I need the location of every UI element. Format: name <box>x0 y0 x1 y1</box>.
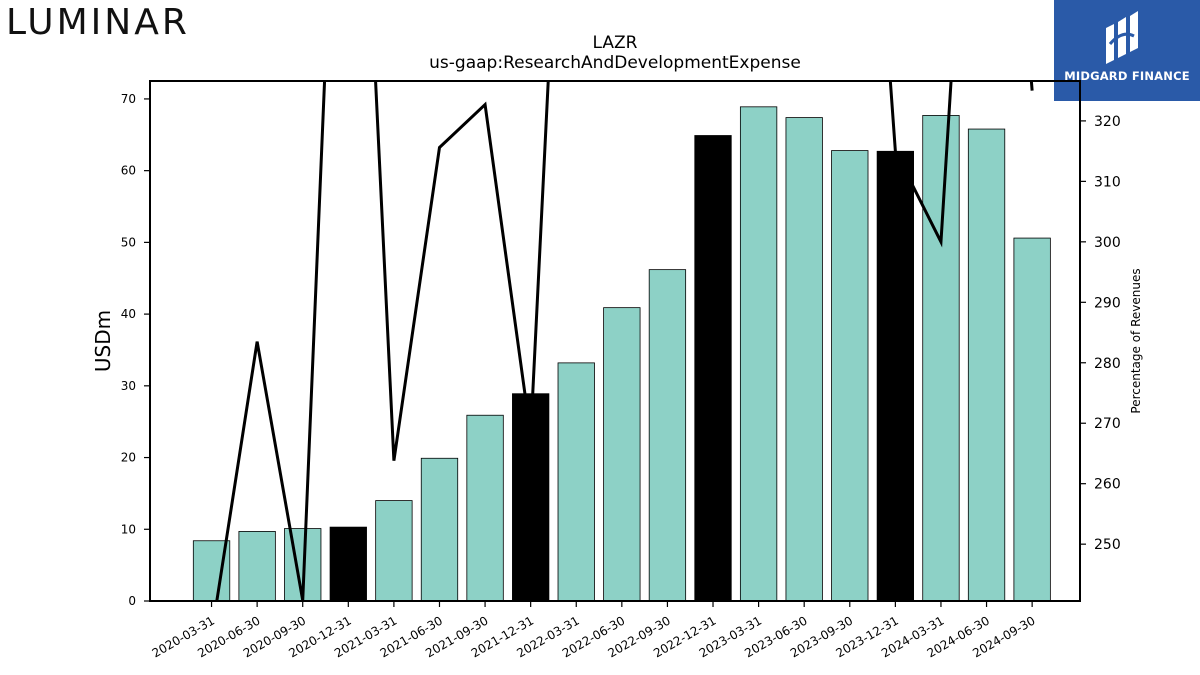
bar <box>375 500 413 602</box>
y-tick-label: 30 <box>121 379 136 393</box>
midgard-logo-text: MIDGARD FINANCE <box>1064 69 1190 83</box>
chart-subtitle: us-gaap:ResearchAndDevelopmentExpense <box>429 53 801 73</box>
bar <box>785 117 823 602</box>
bar <box>466 414 504 602</box>
y2-tick-label: 300 <box>1094 235 1121 251</box>
bar <box>739 106 778 602</box>
y2-tick-label: 280 <box>1094 356 1121 372</box>
bar <box>967 128 1006 602</box>
y2-tick-label: 270 <box>1094 416 1121 432</box>
bar <box>831 150 869 602</box>
line-series <box>215 81 1034 601</box>
y-tick-label: 70 <box>121 92 136 106</box>
bar <box>648 269 687 602</box>
y2-tick-label: 250 <box>1094 537 1121 553</box>
y2-tick-label: 260 <box>1094 477 1121 493</box>
y2-tick-label: 310 <box>1094 174 1121 190</box>
bar <box>329 526 367 602</box>
line-series-path <box>215 81 1034 601</box>
y2-axis-label: Percentage of Revenues <box>1129 268 1143 413</box>
chart-title: LAZR <box>593 33 638 53</box>
bar <box>603 307 641 602</box>
midgard-emblem-icon <box>1106 11 1138 64</box>
bar-series <box>192 106 1051 602</box>
bar <box>922 115 960 602</box>
y-tick-label: 40 <box>121 307 136 321</box>
bar <box>557 362 595 602</box>
plot-frame <box>149 80 1081 602</box>
luminar-logo-text: LUMINAR <box>6 2 190 43</box>
bar <box>1013 237 1051 602</box>
y-tick-label: 10 <box>121 522 136 536</box>
bar <box>694 135 732 602</box>
bar <box>876 150 915 602</box>
y-tick-label: 60 <box>121 164 136 178</box>
y-tick-label: 50 <box>121 235 136 249</box>
y-tick-label: 20 <box>121 451 136 465</box>
y2-tick-label: 320 <box>1094 114 1121 130</box>
luminar-logo: LUMINAR <box>6 2 190 43</box>
midgard-finance-logo: MIDGARD FINANCE <box>1054 0 1200 101</box>
y2-tick-label: 290 <box>1094 295 1121 311</box>
y-tick-label: 0 <box>128 594 136 608</box>
bar <box>420 457 459 602</box>
bar <box>238 531 276 602</box>
y-axis-label: USDm <box>91 310 115 372</box>
